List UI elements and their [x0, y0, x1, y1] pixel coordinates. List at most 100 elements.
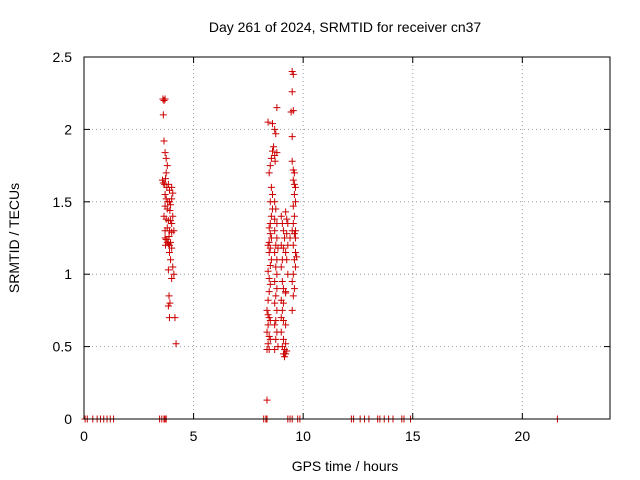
- data-point: [268, 120, 276, 128]
- data-point: [168, 244, 176, 252]
- data-point: [282, 248, 290, 256]
- data-point: [288, 88, 296, 96]
- data-point: [283, 215, 291, 223]
- data-point: [291, 248, 299, 256]
- data-point: [282, 340, 290, 348]
- data-point: [167, 217, 175, 225]
- data-point: [289, 292, 297, 300]
- x-axis-ticks: 0 5 10 15 20: [80, 57, 530, 444]
- data-point: [267, 183, 275, 191]
- data-point: [266, 220, 274, 228]
- data-point: [282, 321, 290, 329]
- data-point: [290, 212, 298, 220]
- data-point: [291, 227, 299, 235]
- data-point: [263, 328, 271, 336]
- data-point: [290, 169, 298, 177]
- data-point: [160, 96, 168, 104]
- data-point: [279, 317, 287, 325]
- data-point: [161, 234, 169, 242]
- data-point: [271, 125, 279, 133]
- data-point: [159, 111, 167, 119]
- data-point: [272, 130, 280, 138]
- data-point: [170, 270, 178, 278]
- data-point: [271, 227, 279, 235]
- data-point: [265, 224, 273, 232]
- data-point: [277, 263, 285, 271]
- x-axis-label: GPS time / hours: [292, 458, 399, 474]
- data-points: [81, 67, 561, 423]
- data-point: [272, 335, 280, 343]
- data-point: [288, 277, 296, 285]
- data-point: [265, 238, 273, 246]
- data-point: [162, 235, 170, 243]
- data-point: [282, 289, 290, 297]
- data-point: [279, 335, 287, 343]
- y-axis-ticks: 0 0.5 1 1.5 2 2.5: [53, 49, 610, 427]
- data-point: [264, 321, 272, 329]
- data-point: [271, 299, 279, 307]
- data-point: [267, 212, 275, 220]
- data-point: [161, 191, 169, 199]
- data-point: [282, 350, 290, 358]
- data-point: [264, 340, 272, 348]
- x-tick-label: 20: [515, 428, 531, 444]
- data-point: [172, 340, 180, 348]
- data-point: [169, 212, 177, 220]
- data-point: [161, 95, 169, 103]
- data-point: [279, 244, 287, 252]
- y-tick-label: 1.5: [53, 194, 73, 210]
- data-point: [291, 198, 299, 206]
- data-point: [271, 248, 279, 256]
- data-point: [283, 347, 291, 355]
- data-point: [266, 230, 274, 238]
- data-point: [265, 169, 273, 177]
- data-point: [287, 108, 295, 116]
- data-point: [282, 208, 290, 216]
- data-point: [168, 195, 176, 203]
- data-point: [159, 179, 167, 187]
- data-point: [265, 288, 273, 296]
- data-point: [291, 183, 299, 191]
- data-point: [291, 263, 299, 271]
- data-point: [266, 162, 274, 170]
- data-point: [167, 201, 175, 209]
- data-point: [279, 227, 287, 235]
- data-point: [168, 275, 176, 283]
- data-point: [166, 299, 174, 307]
- data-point: [289, 166, 297, 174]
- data-point: [281, 353, 289, 361]
- y-axis-label: SRMTID / TECUs: [6, 183, 22, 293]
- data-point: [168, 183, 176, 191]
- data-point: [266, 244, 274, 252]
- x-tick-label: 10: [295, 428, 311, 444]
- data-point: [271, 321, 279, 329]
- data-point: [272, 292, 280, 300]
- data-point: [167, 238, 175, 246]
- data-point: [162, 154, 170, 162]
- plot-area-border: [83, 56, 611, 420]
- x-tick-label: 5: [190, 428, 198, 444]
- data-point: [263, 306, 271, 314]
- data-point: [169, 189, 177, 197]
- data-point: [163, 162, 171, 170]
- data-point: [268, 147, 276, 155]
- data-point: [273, 104, 281, 112]
- grid-lines: [84, 57, 610, 419]
- data-point: [289, 202, 297, 210]
- data-point: [273, 234, 281, 242]
- data-point: [288, 133, 296, 141]
- data-point: [272, 205, 280, 213]
- data-point: [165, 233, 173, 241]
- data-point: [271, 157, 279, 165]
- data-point: [279, 299, 287, 307]
- data-point: [164, 180, 172, 188]
- data-point: [264, 296, 272, 304]
- data-point: [278, 306, 286, 314]
- data-point: [272, 317, 280, 325]
- data-point: [264, 267, 272, 275]
- data-point: [289, 220, 297, 228]
- data-point: [265, 275, 273, 283]
- data-point: [265, 314, 273, 322]
- data-point: [165, 248, 173, 256]
